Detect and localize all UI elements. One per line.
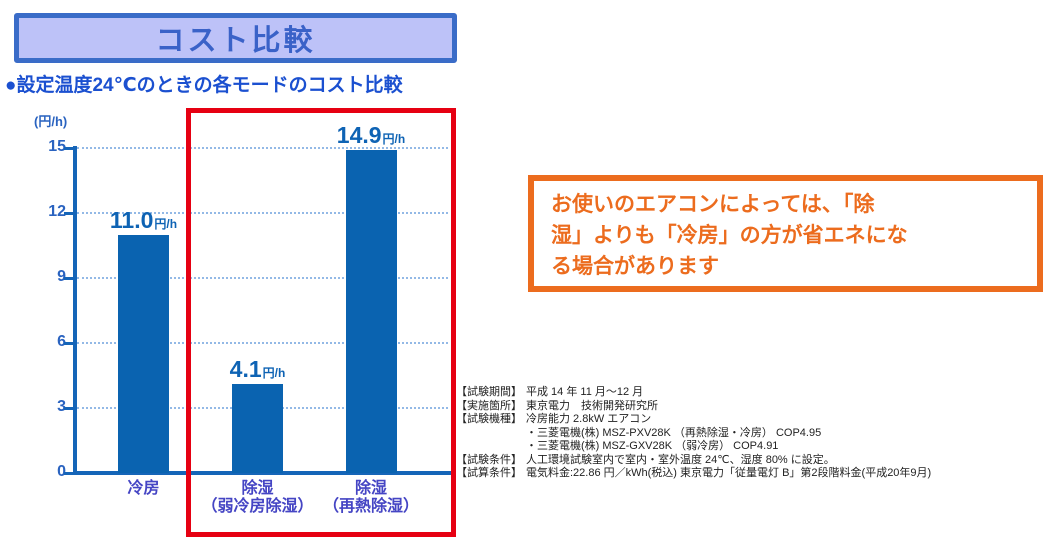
footnote-text: 電気料金:22.86 円／kWh(税込) 東京電力「従量電灯 B」第2段階料金(… — [526, 467, 932, 479]
bar — [118, 234, 169, 473]
gridline — [77, 342, 448, 344]
footnote-label — [456, 427, 524, 441]
y-tick-label: 3 — [57, 398, 66, 415]
x-category-label: 冷房 — [49, 480, 239, 498]
bar-value-number: 14.9 — [336, 122, 382, 149]
y-tick-mark — [64, 342, 73, 345]
footnote-label: 【試験条件】 — [456, 453, 522, 466]
footnote-label — [456, 440, 524, 454]
x-category-label: 除湿 （再熱除湿） — [276, 480, 466, 516]
footnote-label: 【試験期間】 — [456, 386, 522, 398]
footnote-text: 東京電力 技術開発研究所 — [526, 399, 658, 412]
callout-line: る場合があります — [551, 255, 719, 278]
bar — [232, 384, 283, 473]
y-axis-unit-label: (円/h) — [34, 114, 68, 129]
footnote-text: ・三菱電機(株) MSZ-PXV28K （再熱除湿・冷房） COP4.95 — [526, 426, 822, 439]
bar — [345, 150, 397, 473]
y-tick-label: 0 — [57, 463, 66, 480]
bar-value-number: 4.1 — [229, 356, 262, 383]
title-banner: コスト比較 — [14, 13, 457, 63]
y-tick-mark — [64, 277, 73, 280]
bar-value-number: 11.0 — [109, 206, 154, 233]
callout-box: お使いのエアコンによっては、「除 湿」よりも「冷房」の方が省エネにな る場合があ… — [528, 175, 1043, 292]
bar-value-label: 11.0円/h — [74, 207, 214, 234]
footnote-row: 【試験期間】 平成 14 年 11 月～12 月 — [456, 386, 931, 400]
footnotes: 【試験期間】 平成 14 年 11 月～12 月【実施箇所】 東京電力 技術開発研究… — [456, 386, 931, 481]
footnote-row: 【試算条件】 電気料金:22.86 円／kWh(税込) 東京電力「従量電灯 B」第… — [456, 467, 931, 481]
y-tick-mark — [64, 407, 73, 410]
bar-value-unit: 円/h — [382, 132, 406, 147]
footnote-label: 【試験機種】 — [456, 413, 522, 425]
bar-value-unit: 円/h — [154, 216, 178, 231]
y-axis-line — [73, 146, 77, 475]
footnote-text: 冷房能力 2.8kW エアコン — [526, 413, 652, 425]
x-category-label-line: （再熱除湿） — [322, 498, 419, 515]
gridline — [77, 212, 448, 214]
y-tick-label: 15 — [48, 138, 66, 155]
y-tick-mark — [64, 147, 73, 150]
x-category-label-line: （弱冷房除湿） — [201, 498, 314, 515]
y-tick-label: 12 — [48, 203, 66, 220]
x-category-label-line: 除湿 — [241, 480, 274, 497]
gridline — [77, 147, 448, 149]
footnote-row: 【試験条件】 人工環境試験室内で室内・室外温度 24℃、湿度 80% に設定。 — [456, 454, 931, 468]
y-tick-mark — [64, 212, 73, 215]
footnote-row: ・三菱電機(株) MSZ-GXV28K （弱冷房） COP4.91 — [456, 440, 931, 454]
bar-value-unit: 円/h — [262, 366, 286, 381]
callout-line: お使いのエアコンによっては、「除 — [551, 193, 875, 216]
x-category-label: 除湿 （弱冷房除湿） — [163, 480, 353, 516]
footnote-row: 【実施箇所】 東京電力 技術開発研究所 — [456, 400, 931, 414]
footnote-label: 【試算条件】 — [456, 467, 522, 479]
footnote-text: 平成 14 年 11 月～12 月 — [526, 386, 644, 398]
callout-line: 湿」よりも「冷房」の方が省エネにな — [551, 224, 908, 247]
x-axis-line — [73, 471, 455, 475]
y-tick-mark — [64, 472, 73, 475]
footnote-text: ・三菱電機(株) MSZ-GXV28K （弱冷房） COP4.91 — [526, 440, 779, 452]
chart-subtitle: ●設定温度24℃のときの各モードのコスト比較 — [5, 75, 403, 96]
y-tick-label: 6 — [57, 333, 66, 350]
x-category-label-line: 冷房 — [127, 480, 160, 497]
bar-value-label: 14.9円/h — [301, 122, 441, 149]
x-category-label-line: 除湿 — [354, 480, 387, 497]
gridline — [77, 277, 448, 279]
y-tick-label: 9 — [57, 268, 66, 285]
footnote-row: ・三菱電機(株) MSZ-PXV28K （再熱除湿・冷房） COP4.95 — [456, 427, 931, 441]
page-title: コスト比較 — [155, 25, 316, 57]
footnote-text: 人工環境試験室内で室内・室外温度 24℃、湿度 80% に設定。 — [526, 453, 835, 466]
bar-value-label: 4.1円/h — [188, 356, 328, 383]
footnote-label: 【実施箇所】 — [456, 399, 522, 412]
footnote-row: 【試験機種】 冷房能力 2.8kW エアコン — [456, 413, 931, 427]
